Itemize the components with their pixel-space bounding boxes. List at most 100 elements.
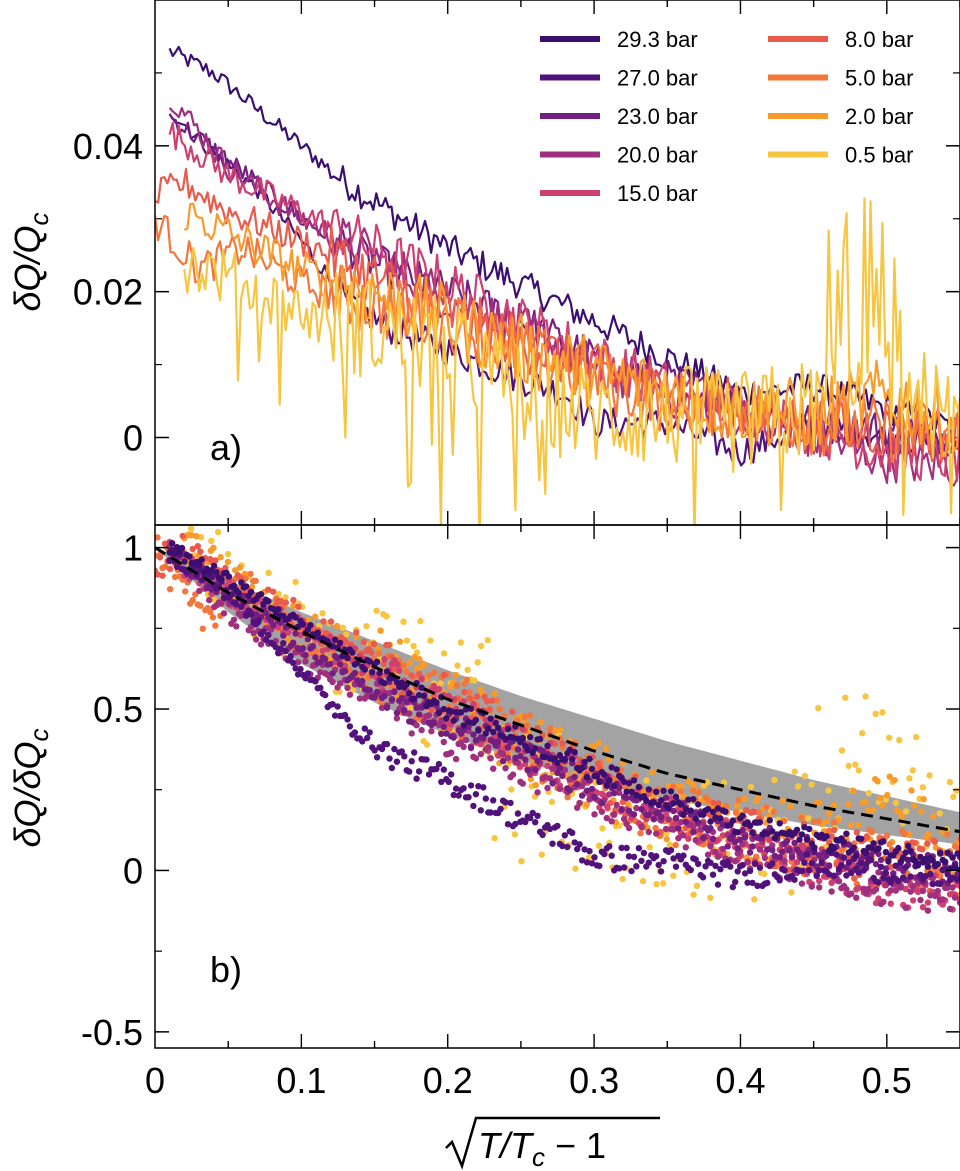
scatter-point [373, 658, 381, 665]
scatter-point [302, 652, 309, 659]
scatter-point [431, 669, 438, 676]
scatter-point [670, 807, 677, 815]
scatter-point [783, 837, 791, 845]
scatter-point [457, 709, 465, 716]
scatter-point [400, 618, 407, 625]
scatter-point [603, 803, 610, 810]
scatter-point [751, 896, 758, 903]
scatter-point [285, 629, 292, 636]
scatter-point [657, 868, 665, 875]
scatter-point [670, 826, 677, 833]
scatter-point [299, 645, 307, 652]
scatter-point [472, 716, 480, 724]
scatter-point [514, 746, 522, 753]
scatter-point [309, 642, 317, 650]
scatter-point [910, 802, 918, 809]
scatter-point [552, 727, 559, 734]
scatter-point [371, 694, 378, 701]
scatter-point [188, 532, 195, 539]
scatter-point [712, 862, 719, 870]
scatter-point [722, 802, 730, 810]
scatter-point [944, 871, 951, 878]
scatter-point [461, 688, 468, 696]
scatter-point [483, 698, 491, 705]
scatter-point [193, 533, 200, 540]
scatter-point [448, 749, 455, 756]
scatter-point [178, 544, 186, 552]
scatter-point [860, 885, 867, 892]
scatter-point [949, 884, 956, 891]
scatter-point [747, 783, 755, 791]
scatter-point [433, 699, 440, 706]
scatter-point [519, 780, 526, 787]
scatter-point [435, 760, 443, 768]
scatter-point [685, 835, 692, 842]
scatter-point [825, 787, 832, 794]
scatter-point [635, 783, 643, 791]
scatter-point [914, 862, 922, 869]
scatter-point [911, 839, 918, 847]
scatter-point [512, 820, 519, 828]
scatter-point [208, 574, 215, 581]
scatter-point [902, 885, 909, 893]
scatter-point [327, 660, 334, 668]
scatter-point [297, 665, 304, 673]
scatter-point [507, 799, 514, 807]
scatter-point [751, 860, 759, 867]
scatter-point [862, 849, 870, 857]
scatter-point [655, 801, 662, 809]
scatter-point [734, 845, 741, 852]
scatter-point [892, 799, 900, 807]
scatter-point [561, 755, 568, 763]
scatter-point [393, 715, 401, 722]
scatter-point [222, 564, 229, 572]
scatter-point [527, 814, 534, 822]
scatter-point [415, 711, 423, 718]
scatter-point [934, 861, 941, 868]
scatter-point [450, 791, 457, 799]
scatter-point [189, 545, 196, 553]
scatter-point [518, 858, 525, 865]
scatter-point [255, 617, 262, 624]
scatter-point [559, 740, 566, 747]
scatter-point [304, 636, 312, 643]
scatter-point [209, 614, 217, 621]
scatter-point [843, 872, 850, 879]
scatter-point [869, 806, 876, 813]
scatter-point [949, 854, 956, 861]
scatter-point [561, 766, 568, 774]
scatter-point [816, 867, 823, 874]
scatter-point [662, 794, 670, 801]
scatter-point [265, 631, 272, 639]
scatter-point [865, 789, 873, 797]
scatter-point [608, 818, 615, 825]
scatter-point [645, 811, 652, 818]
scatter-point [383, 740, 391, 748]
scatter-point [680, 852, 687, 859]
scatter-point [327, 618, 335, 625]
scatter-point [828, 879, 835, 886]
scatter-point [407, 704, 414, 712]
scatter-point [359, 677, 366, 685]
scatter-point [312, 654, 319, 661]
scatter-point [628, 867, 635, 875]
scatter-point [569, 829, 576, 836]
legend-entry-label: 27.0 bar [617, 66, 698, 91]
scatter-point [808, 860, 815, 867]
scatter-point [406, 690, 413, 697]
scatter-point [593, 773, 601, 780]
scatter-point [578, 792, 586, 799]
scatter-point [522, 760, 529, 768]
scatter-point [502, 765, 509, 772]
scatter-point [417, 617, 424, 625]
scatter-point [534, 757, 541, 765]
scatter-point [625, 780, 633, 787]
scatter-point [720, 779, 728, 786]
scatter-point [512, 754, 519, 762]
scatter-point [477, 807, 484, 814]
scatter-point [413, 722, 420, 729]
scatter-point [490, 797, 497, 804]
scatter-point [438, 778, 445, 786]
scatter-point [739, 812, 746, 819]
